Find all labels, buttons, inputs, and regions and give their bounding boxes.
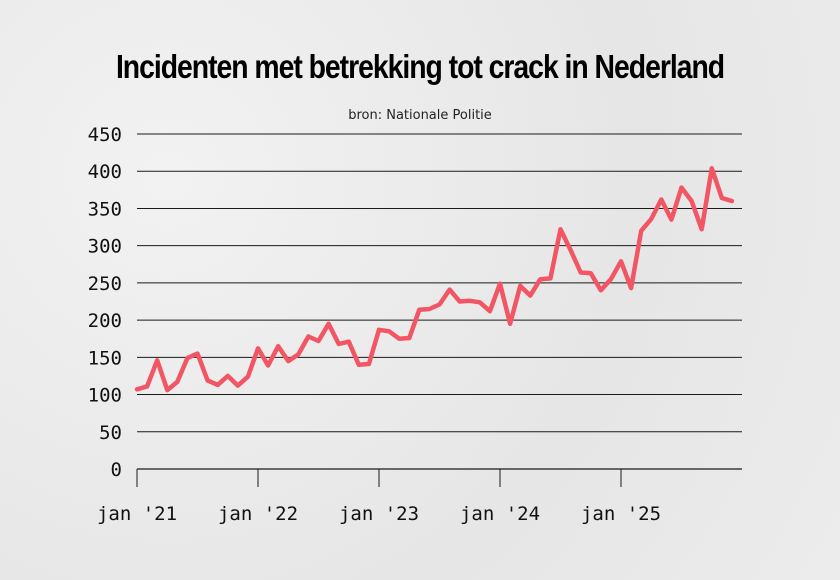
y-tick-label: 200 xyxy=(88,310,122,332)
y-tick-label: 350 xyxy=(88,198,122,220)
chart-subtitle: bron: Nationale Politie xyxy=(348,108,492,123)
x-tick-label: jan '23 xyxy=(339,503,419,525)
y-tick-label: 300 xyxy=(88,236,122,258)
y-tick-label: 450 xyxy=(88,124,122,146)
x-tick-label: jan '25 xyxy=(581,503,661,525)
series-line xyxy=(134,166,735,393)
y-tick-label: 400 xyxy=(88,161,122,183)
y-tick-label: 0 xyxy=(111,459,122,481)
y-tick-label: 250 xyxy=(88,273,122,295)
x-tick-label: jan '22 xyxy=(218,503,298,525)
x-tick-label: jan '24 xyxy=(460,503,540,525)
chart-title: Incidenten met betrekking tot crack in N… xyxy=(115,48,725,85)
y-tick-label: 150 xyxy=(88,347,122,369)
x-tick-label: jan '21 xyxy=(97,503,177,525)
y-tick-label: 50 xyxy=(99,422,122,444)
y-tick-label: 100 xyxy=(88,385,122,407)
